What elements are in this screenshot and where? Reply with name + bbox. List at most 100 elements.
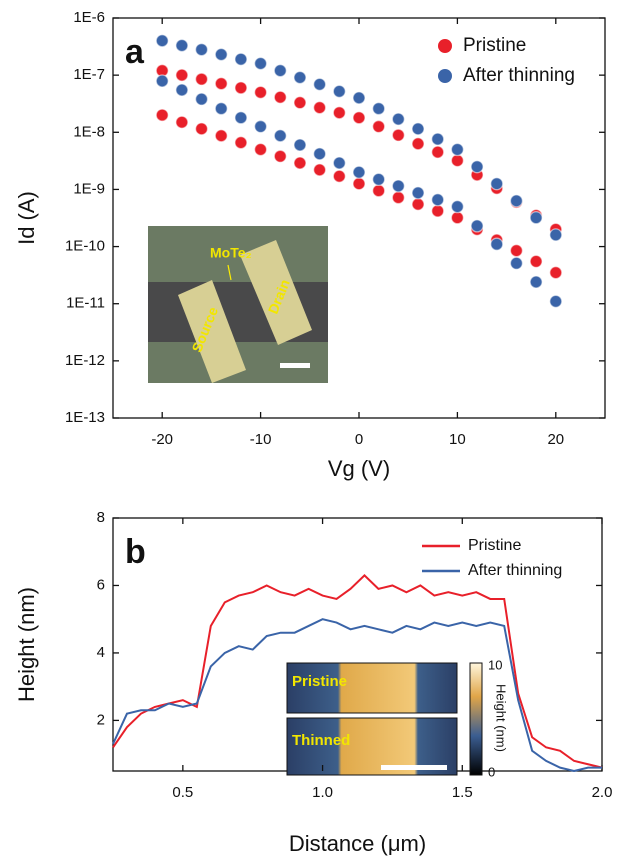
data-point bbox=[293, 96, 307, 110]
data-point bbox=[372, 119, 386, 134]
data-point bbox=[214, 101, 228, 116]
y-tick-label: 1E-10 bbox=[65, 238, 105, 255]
y-tick-label: 8 bbox=[97, 509, 105, 526]
data-point bbox=[155, 74, 169, 88]
data-point bbox=[332, 84, 346, 99]
data-point bbox=[214, 47, 228, 62]
data-point bbox=[549, 228, 563, 242]
data-point bbox=[273, 63, 287, 78]
data-line bbox=[112, 618, 602, 773]
y-tick-label: 1E-12 bbox=[65, 352, 105, 369]
data-point bbox=[332, 106, 346, 120]
data-point bbox=[194, 122, 209, 136]
data-point bbox=[352, 177, 366, 191]
data-point bbox=[293, 156, 307, 170]
legend-label: Pristine bbox=[463, 35, 526, 56]
data-point bbox=[273, 129, 287, 143]
x-axis-label: Vg (V) bbox=[328, 456, 390, 481]
data-point bbox=[332, 169, 346, 183]
y-tick-label: 1E-11 bbox=[66, 295, 105, 312]
data-point bbox=[214, 129, 228, 143]
colorbar-label: Height (nm) bbox=[494, 684, 509, 752]
data-point bbox=[549, 265, 563, 280]
panel-label: a bbox=[125, 33, 145, 71]
data-point bbox=[450, 199, 465, 214]
data-point bbox=[391, 112, 406, 126]
data-point bbox=[372, 101, 386, 116]
x-axis-label: Distance (μm) bbox=[289, 831, 426, 856]
data-point bbox=[194, 42, 209, 57]
inset-label: Thinned bbox=[292, 732, 350, 749]
data-point bbox=[293, 70, 307, 85]
data-line bbox=[112, 573, 603, 769]
data-point bbox=[175, 38, 189, 53]
data-point bbox=[431, 193, 445, 207]
data-point bbox=[450, 153, 465, 168]
y-tick-label: 1E-9 bbox=[73, 180, 105, 197]
data-point bbox=[549, 294, 563, 308]
data-point bbox=[391, 190, 406, 205]
inset-image-a bbox=[148, 226, 328, 383]
y-tick-label: 1E-13 bbox=[65, 409, 105, 426]
legend-label: After thinning bbox=[463, 65, 575, 86]
data-point bbox=[155, 108, 169, 122]
data-point bbox=[253, 56, 268, 71]
x-tick-label: -20 bbox=[151, 431, 173, 448]
data-point bbox=[352, 91, 366, 105]
x-tick-label: 0 bbox=[355, 431, 363, 448]
data-point bbox=[312, 163, 327, 177]
y-tick-label: 1E-7 bbox=[73, 66, 105, 83]
x-tick-label: 0.5 bbox=[172, 784, 193, 801]
data-point bbox=[372, 172, 386, 187]
data-point bbox=[450, 211, 465, 225]
data-point bbox=[470, 160, 484, 174]
data-point bbox=[253, 119, 268, 134]
y-axis-label: Height (nm) bbox=[14, 587, 39, 702]
data-point bbox=[312, 147, 327, 161]
data-point bbox=[253, 142, 268, 157]
data-point bbox=[529, 211, 543, 225]
legend-marker bbox=[438, 69, 452, 83]
data-point bbox=[234, 135, 248, 150]
x-tick-label: 2.0 bbox=[592, 784, 613, 801]
data-point bbox=[391, 179, 406, 193]
data-point bbox=[509, 194, 524, 208]
legend-label: After thinning bbox=[468, 562, 562, 579]
y-axis-label: Id (A) bbox=[14, 191, 39, 245]
data-point bbox=[411, 197, 425, 211]
x-tick-label: 1.0 bbox=[312, 784, 333, 801]
data-point bbox=[312, 100, 327, 115]
y-tick-label: 1E-8 bbox=[73, 123, 105, 140]
data-point bbox=[234, 111, 248, 125]
x-tick-label: -10 bbox=[250, 431, 272, 448]
data-point bbox=[234, 52, 248, 66]
data-point bbox=[234, 81, 248, 95]
x-tick-label: 20 bbox=[547, 431, 564, 448]
data-point bbox=[450, 142, 465, 157]
data-point bbox=[411, 122, 425, 136]
data-point bbox=[312, 77, 327, 92]
data-point bbox=[155, 34, 169, 48]
data-point bbox=[470, 219, 484, 233]
data-point bbox=[194, 72, 209, 86]
colorbar-tick: 10 bbox=[488, 657, 502, 672]
inset-label: MoTe₂ bbox=[210, 245, 252, 261]
x-tick-label: 10 bbox=[449, 431, 466, 448]
inset-image-b bbox=[286, 662, 483, 776]
x-tick-label: 1.5 bbox=[452, 784, 473, 801]
data-point bbox=[490, 237, 504, 251]
data-point bbox=[194, 92, 209, 106]
y-tick-label: 4 bbox=[97, 644, 105, 661]
data-point bbox=[372, 184, 386, 198]
y-tick-label: 6 bbox=[97, 576, 105, 593]
data-point bbox=[509, 256, 524, 270]
data-point bbox=[509, 243, 524, 258]
legend-label: Pristine bbox=[468, 537, 521, 554]
data-point bbox=[490, 177, 504, 191]
data-point bbox=[411, 137, 425, 151]
data-point bbox=[529, 254, 543, 269]
data-point bbox=[352, 111, 366, 125]
data-point bbox=[431, 132, 445, 146]
